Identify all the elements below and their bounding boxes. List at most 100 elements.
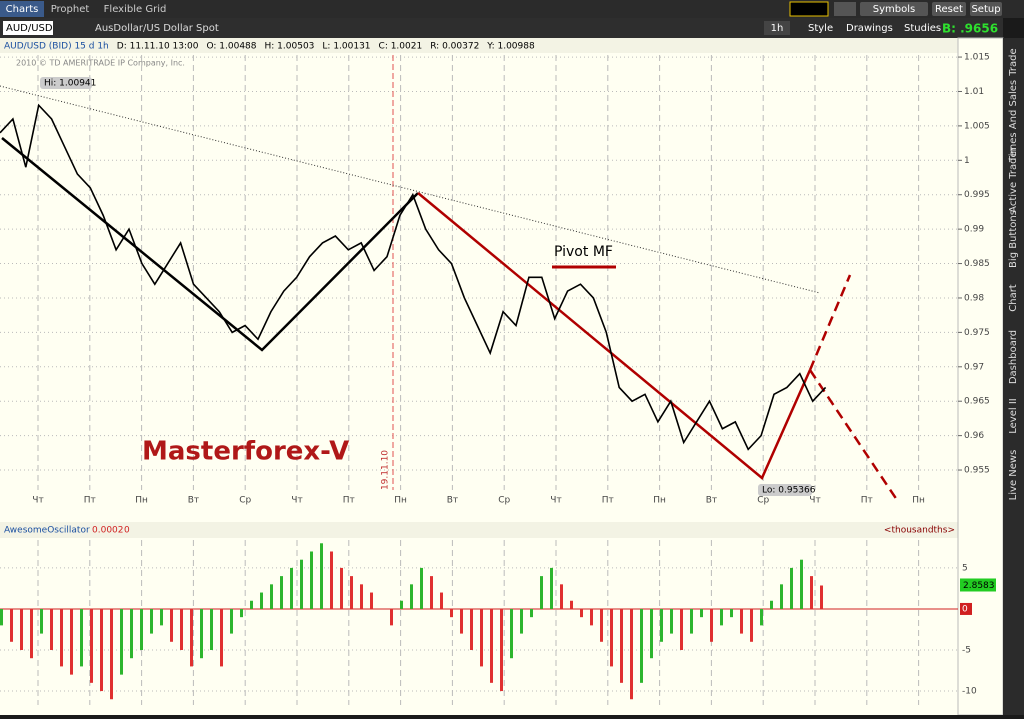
trend-line (808, 369, 899, 501)
x-tick-label: Ср (498, 496, 510, 506)
osc-bar (760, 608, 763, 626)
button-label[interactable]: Drawings (846, 23, 893, 34)
header-field: AUD/USD (BID) 15 d 1h (4, 42, 109, 52)
y-tick-label: 1 (964, 156, 970, 166)
osc-bar (280, 576, 283, 609)
osc-bar (810, 576, 813, 609)
box[interactable] (789, 1, 829, 17)
side-tab[interactable]: Chart (1008, 284, 1019, 312)
x-tick-label: Вт (706, 496, 717, 506)
osc-bar (630, 608, 633, 700)
interval[interactable]: 1h (771, 23, 784, 34)
x-tick-label: Пн (653, 496, 666, 506)
button-label[interactable]: Style (808, 23, 833, 34)
x-tick-label: Вт (188, 496, 199, 506)
osc-bar (50, 608, 53, 650)
osc-bar (100, 608, 103, 692)
osc-bar (510, 608, 513, 659)
osc-bar (470, 608, 473, 650)
side-tab[interactable]: Live News (1008, 450, 1019, 501)
header-field: R: 0.00372 (430, 42, 479, 52)
bid: B: .9656 (942, 22, 998, 36)
side-tab[interactable]: Active Trader (1008, 146, 1019, 212)
osc-bar (690, 608, 693, 634)
osc-units: <thousandths> (884, 526, 955, 536)
osc-bar (230, 608, 233, 634)
y-tick-label: 5 (962, 563, 968, 573)
osc-bar (680, 608, 683, 650)
y-tick-label: 0.99 (964, 225, 984, 235)
x-tick-label: Ср (239, 496, 251, 506)
zero-box (960, 602, 972, 615)
x-tick-label: Вт (447, 496, 458, 506)
y-tick-label: 0.965 (964, 397, 990, 407)
button[interactable] (970, 2, 1002, 16)
side-tab[interactable]: Dashboard (1008, 330, 1019, 384)
osc-bar (180, 608, 183, 650)
osc-bar (110, 608, 113, 700)
osc-bar (420, 567, 423, 609)
osc-bar (600, 608, 603, 642)
osc-bar (120, 608, 123, 675)
y-tick-label: 0 (962, 604, 968, 614)
osc-bar (250, 600, 253, 609)
button[interactable] (932, 2, 966, 16)
x-tick-label: Пн (394, 496, 407, 506)
osc-bar (460, 608, 463, 634)
osc-bar (430, 576, 433, 609)
header-bar (0, 38, 958, 53)
osc-bar (210, 608, 213, 650)
osc-bar (800, 559, 803, 609)
side-bar (1003, 38, 1024, 715)
osc-bar (520, 608, 523, 634)
header-bar (0, 522, 958, 538)
button-label[interactable]: Studies (904, 23, 941, 34)
osc-bar (150, 608, 153, 634)
x-tick-label: Чт (32, 496, 43, 506)
header-field: C: 1.0021 (379, 42, 423, 52)
button-label[interactable]: Reset (935, 4, 963, 15)
price-line (0, 103, 827, 451)
button-label[interactable]: Symbols (873, 4, 915, 15)
button[interactable] (860, 2, 928, 16)
osc-bar (30, 608, 33, 659)
x-tick-label: Пн (135, 496, 148, 506)
x-tick-label: Чт (550, 496, 561, 506)
x-tick-label: Пт (602, 496, 614, 506)
side-tab[interactable]: Big Buttons (1008, 210, 1019, 268)
y-tick-label: 0.955 (964, 466, 990, 476)
osc-bar (580, 608, 583, 618)
x-tick-label: Пт (343, 496, 355, 506)
symbol-box[interactable] (3, 21, 53, 35)
osc-bar (490, 608, 493, 683)
tab[interactable]: Prophet (51, 4, 90, 15)
symbol[interactable]: AUD/USD (6, 23, 53, 34)
osc-bar (390, 608, 393, 626)
side-tab[interactable]: Times And Sales (1008, 80, 1019, 163)
osc-bar (170, 608, 173, 642)
x-tick-label: Пн (912, 496, 925, 506)
tab-bar (0, 0, 1024, 18)
price-panel: AUD/USD (BID) 15 d 1h D: 11.11.10 13:00 O:… (0, 42, 990, 506)
tab[interactable]: Charts (6, 4, 39, 15)
tab[interactable]: Flexible Grid (104, 4, 167, 15)
side-tab[interactable]: Trade (1008, 48, 1019, 76)
osc-bar (130, 608, 133, 659)
osc-bar (240, 608, 243, 618)
button[interactable] (834, 2, 856, 16)
osc-bar (80, 608, 83, 667)
button-label[interactable]: Setup (971, 4, 1000, 15)
header-field: O: 1.00488 (206, 42, 256, 52)
osc-param: 0.0002 (92, 526, 124, 536)
osc-bar (480, 608, 483, 667)
side-tab[interactable]: Level II (1008, 398, 1019, 433)
osc-bar (540, 576, 543, 609)
button[interactable] (764, 21, 790, 35)
osc-bar (660, 608, 663, 642)
tab-active[interactable] (0, 1, 44, 17)
y-tick-label: 0.97 (964, 362, 984, 372)
osc-bar (190, 608, 193, 667)
osc-bar (410, 584, 413, 609)
osc-bar (650, 608, 653, 659)
